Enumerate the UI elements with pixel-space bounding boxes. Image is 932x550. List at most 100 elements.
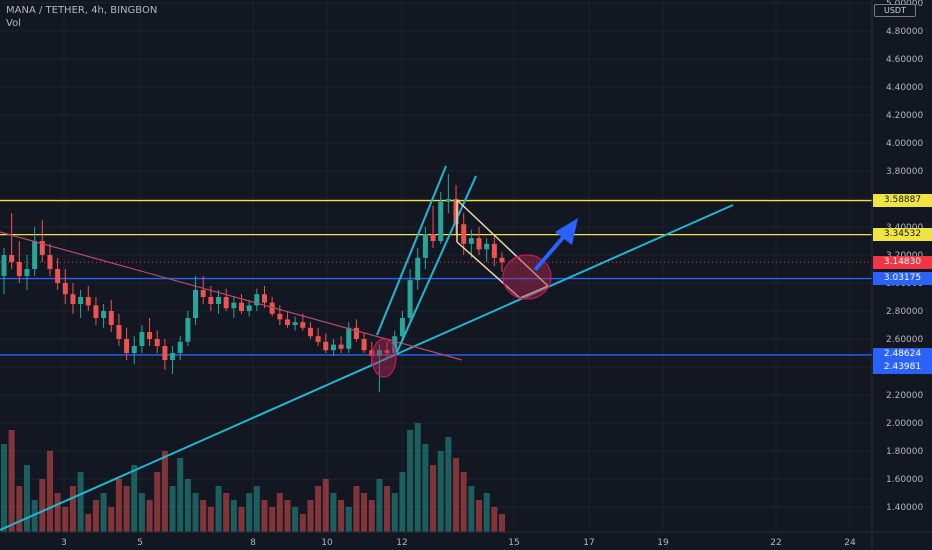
volume-bar: [407, 430, 414, 532]
symbol-title[interactable]: MANA / TETHER, 4h, BINGBON: [6, 5, 158, 16]
candle-body: [476, 238, 482, 250]
y-tick-label: 1.80000: [886, 447, 923, 457]
candle-body: [170, 353, 176, 360]
support-trendline: [0, 204, 734, 531]
volume-bar: [8, 430, 15, 532]
candle-body: [1, 255, 7, 276]
candle-body: [461, 224, 467, 244]
volume-bar: [468, 486, 475, 532]
x-tick-label: 5: [137, 538, 143, 548]
x-tick-label: 12: [396, 538, 407, 548]
volume-bar: [138, 493, 145, 532]
volume-bar: [161, 451, 168, 532]
volume-bar: [422, 444, 429, 532]
volume-bar: [246, 493, 253, 532]
x-tick-label: 8: [250, 538, 256, 548]
candle-body: [330, 344, 336, 351]
candle-body: [346, 327, 352, 349]
y-tick-label: 2.80000: [886, 307, 923, 317]
candle-body: [269, 302, 275, 314]
volume-bar: [353, 486, 360, 532]
candle-body: [9, 255, 15, 262]
y-tick-label: 2.60000: [886, 335, 923, 345]
volume-bar: [384, 486, 391, 532]
candle-body: [208, 297, 214, 304]
candle-body: [108, 311, 114, 325]
candle-body: [300, 322, 306, 328]
volume-bar: [31, 500, 38, 532]
volume-bar: [123, 486, 130, 532]
x-tick-label: 10: [321, 538, 333, 548]
y-tick-label: 2.20000: [886, 391, 923, 401]
candle-body: [277, 313, 283, 320]
volume-bar: [223, 493, 230, 532]
arrow-head: [555, 218, 578, 245]
volume-bar: [62, 507, 69, 532]
volume-bar: [307, 500, 314, 532]
volume-bar: [39, 479, 46, 532]
candle-body: [307, 327, 313, 337]
y-tick-label: 4.20000: [886, 111, 923, 121]
candle-body: [47, 255, 53, 269]
candle-body: [154, 339, 160, 346]
candle-body: [430, 234, 436, 241]
flag-line: [519, 285, 549, 299]
x-tick-label: 3: [61, 538, 67, 548]
y-tick-label: 4.00000: [886, 139, 923, 149]
volume-bar: [238, 507, 245, 532]
candle-body: [101, 311, 107, 318]
volume-label: Vol: [6, 18, 21, 29]
candle-body: [70, 294, 76, 304]
candle-body: [353, 327, 359, 339]
y-tick-label: 1.60000: [886, 475, 923, 485]
volume-bar: [154, 472, 161, 532]
candle-body: [484, 243, 490, 250]
bounce-circle: [371, 338, 397, 378]
volume-bars: [1, 423, 505, 532]
volume-bar: [330, 493, 337, 532]
y-tick-label: 2.00000: [886, 419, 923, 429]
channel-line: [376, 165, 447, 336]
currency-badge[interactable]: USDT: [874, 4, 916, 17]
candle-body: [392, 336, 398, 353]
x-tick-label: 24: [844, 538, 856, 548]
candle-body: [24, 269, 30, 276]
time-axis: 3 5 8 10 12 15 17 19 22 24: [0, 531, 932, 548]
volume-bar: [284, 500, 291, 532]
volume-bar: [177, 458, 184, 532]
volume-bar: [499, 514, 505, 532]
volume-bar: [445, 437, 452, 532]
volume-bar: [115, 479, 122, 532]
candle-body: [315, 336, 321, 342]
candle-body: [369, 350, 375, 356]
candle-body: [453, 199, 459, 225]
volume-bar: [292, 507, 299, 532]
candle-body: [62, 283, 68, 295]
volume-bar: [77, 472, 84, 532]
volume-bar: [108, 507, 115, 532]
volume-bar: [184, 479, 191, 532]
candle-body: [499, 257, 505, 263]
x-tick-label: 19: [657, 538, 669, 548]
volume-bar: [200, 500, 207, 532]
volume-bar: [1, 444, 7, 532]
volume-bar: [146, 500, 153, 532]
volume-bar: [230, 500, 237, 532]
candle-body: [323, 341, 329, 351]
candle-body: [131, 346, 137, 353]
volume-bar: [368, 500, 375, 532]
candle-body: [162, 346, 168, 360]
candle-body: [246, 305, 252, 311]
candle-body: [177, 341, 183, 353]
candle-body: [216, 297, 222, 304]
candle-body: [93, 305, 99, 318]
candle-body: [78, 297, 84, 304]
volume-bar: [430, 465, 437, 532]
volume-bar: [100, 493, 107, 532]
y-tick-label: 3.80000: [886, 167, 923, 177]
horizontal-levels: [0, 199, 872, 356]
y-tick-label: 3.40000: [886, 223, 923, 233]
candle-body: [200, 290, 206, 297]
